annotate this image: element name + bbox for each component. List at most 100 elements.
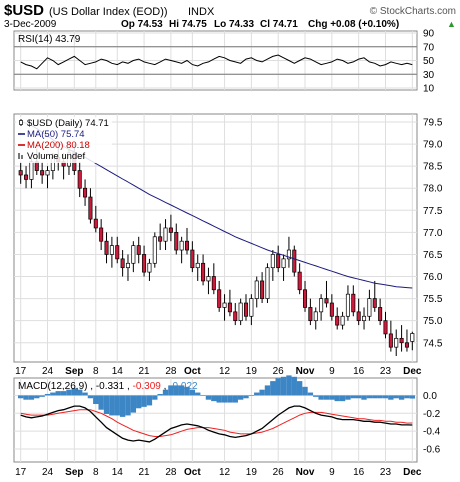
candle-body bbox=[109, 245, 114, 255]
macd-histogram-bar bbox=[307, 392, 314, 396]
watermark: © StockCharts.com bbox=[370, 6, 456, 17]
x-axis-bottom: 17 24 Sep 8 14 21 28 Oct 12 19 26 Nov 9 16 23 Dec bbox=[15, 467, 422, 478]
candle-body bbox=[356, 311, 361, 322]
x-tick-label: 23 bbox=[380, 366, 392, 377]
macd-histogram-bar bbox=[87, 395, 94, 399]
macd-histogram-bar bbox=[350, 395, 356, 399]
macd-histogram-bar bbox=[130, 395, 137, 413]
x-tick-label: Dec bbox=[403, 366, 422, 377]
macd-histogram-bar bbox=[44, 393, 51, 396]
x-tick-label: 21 bbox=[139, 366, 151, 377]
legend-candle-icon-body bbox=[19, 120, 23, 125]
x-axis-top: 17 24 Sep 8 14 21 28 Oct 12 19 26 Nov 9 16 23 Dec bbox=[15, 366, 422, 377]
price-tick-label: 75.0 bbox=[423, 316, 443, 327]
x-tick-label: 17 bbox=[15, 467, 27, 478]
price-tick-label: 75.5 bbox=[423, 294, 443, 305]
candle-body bbox=[93, 218, 98, 229]
candle-body bbox=[40, 170, 45, 176]
x-tick-label: 26 bbox=[273, 467, 285, 478]
macd-histogram-bar bbox=[66, 389, 72, 396]
candle-body bbox=[362, 315, 367, 322]
macd-histogram-bar bbox=[313, 395, 319, 397]
macd-histogram-bar bbox=[178, 385, 185, 396]
candle-body bbox=[190, 249, 195, 269]
macd-tick-label: 0.0 bbox=[423, 391, 437, 402]
macd-histogram-bar bbox=[109, 395, 115, 416]
candles-group bbox=[18, 144, 415, 356]
price-tick-label: 78.5 bbox=[423, 162, 443, 173]
candle-body bbox=[29, 161, 34, 180]
x-tick-label: 16 bbox=[353, 366, 365, 377]
x-tick-label: 24 bbox=[42, 366, 54, 377]
price-tick-label: 79.0 bbox=[423, 140, 443, 151]
rsi-label: RSI(14) 43.79 bbox=[18, 34, 81, 45]
macd-histogram-bar bbox=[77, 389, 83, 396]
macd-histogram-bar bbox=[39, 395, 45, 397]
macd-label-macd: -0.331 bbox=[96, 381, 125, 392]
macd-histogram-bar bbox=[119, 395, 126, 417]
candle-body bbox=[243, 302, 249, 317]
rsi-tick-label: 50 bbox=[423, 56, 435, 67]
macd-histogram-bar bbox=[136, 395, 142, 409]
macd-histogram-bar bbox=[248, 395, 255, 397]
candle-body bbox=[233, 311, 238, 322]
macd-histogram-bar bbox=[237, 395, 244, 400]
macd-histogram-bar bbox=[404, 395, 410, 399]
candle-body bbox=[222, 302, 227, 308]
candle-body bbox=[217, 289, 222, 308]
macd-histogram-bar bbox=[323, 395, 330, 400]
candle-body bbox=[308, 307, 313, 322]
x-tick-label: 9 bbox=[329, 467, 335, 478]
candle-body bbox=[99, 227, 104, 242]
candle-body bbox=[399, 337, 404, 344]
candle-body bbox=[372, 298, 377, 308]
candle-body bbox=[238, 302, 243, 322]
macd-histogram-bar bbox=[211, 395, 217, 402]
candle-body bbox=[77, 170, 82, 189]
x-tick-label: 28 bbox=[165, 467, 177, 478]
rsi-tick-label: 30 bbox=[423, 70, 435, 81]
macd-histogram-bar bbox=[355, 395, 362, 399]
x-tick-label: Dec bbox=[403, 467, 422, 478]
candle-body bbox=[227, 302, 232, 313]
macd-histogram-bar bbox=[23, 395, 29, 400]
macd-histogram-bar bbox=[189, 389, 196, 396]
x-tick-label: Oct bbox=[184, 467, 201, 478]
candle-body bbox=[45, 170, 50, 176]
legend-volume-icon-bar bbox=[18, 153, 20, 159]
quote-close: Cl 74.71 bbox=[260, 19, 298, 30]
candle-body bbox=[404, 342, 409, 348]
candle-body bbox=[131, 245, 136, 264]
quote-open: Op 74.53 bbox=[121, 19, 163, 30]
macd-histogram-bar bbox=[302, 386, 308, 396]
quote-low: Lo 74.33 bbox=[214, 19, 254, 30]
macd-histogram-bar bbox=[329, 395, 335, 400]
macd-label-prefix: MACD(12,26,9) bbox=[18, 381, 87, 392]
macd-histogram-bar bbox=[221, 395, 228, 403]
rsi-panel: RSI(14) 43.79 90 70 50 30 10 bbox=[13, 29, 435, 95]
candle-body bbox=[276, 254, 281, 269]
macd-label-sep2: , bbox=[127, 381, 133, 392]
macd-histogram-bar bbox=[291, 376, 297, 396]
macd-histogram-bar bbox=[50, 392, 56, 396]
macd-histogram-bar bbox=[28, 395, 35, 400]
candle-body bbox=[260, 280, 265, 299]
candle-body bbox=[281, 258, 286, 269]
candle-body bbox=[297, 271, 302, 291]
quote-high: Hi 74.75 bbox=[169, 19, 207, 30]
macd-histogram-bar bbox=[270, 381, 276, 396]
x-tick-label: 12 bbox=[219, 366, 231, 377]
candle-body bbox=[394, 337, 399, 348]
macd-histogram-bar bbox=[114, 395, 120, 416]
x-tick-label: 14 bbox=[112, 467, 124, 478]
macd-histogram-bar bbox=[259, 389, 265, 396]
macd-axis: 0.0 -0.2 -0.4 -0.6 bbox=[423, 391, 441, 456]
candle-body bbox=[313, 311, 318, 322]
rsi-tick-label: 70 bbox=[423, 42, 435, 53]
price-tick-label: 74.5 bbox=[423, 338, 443, 349]
macd-histogram-bar bbox=[232, 395, 238, 403]
candle-body bbox=[324, 298, 329, 304]
x-tick-label: Nov bbox=[296, 366, 315, 377]
candle-body bbox=[120, 258, 125, 269]
